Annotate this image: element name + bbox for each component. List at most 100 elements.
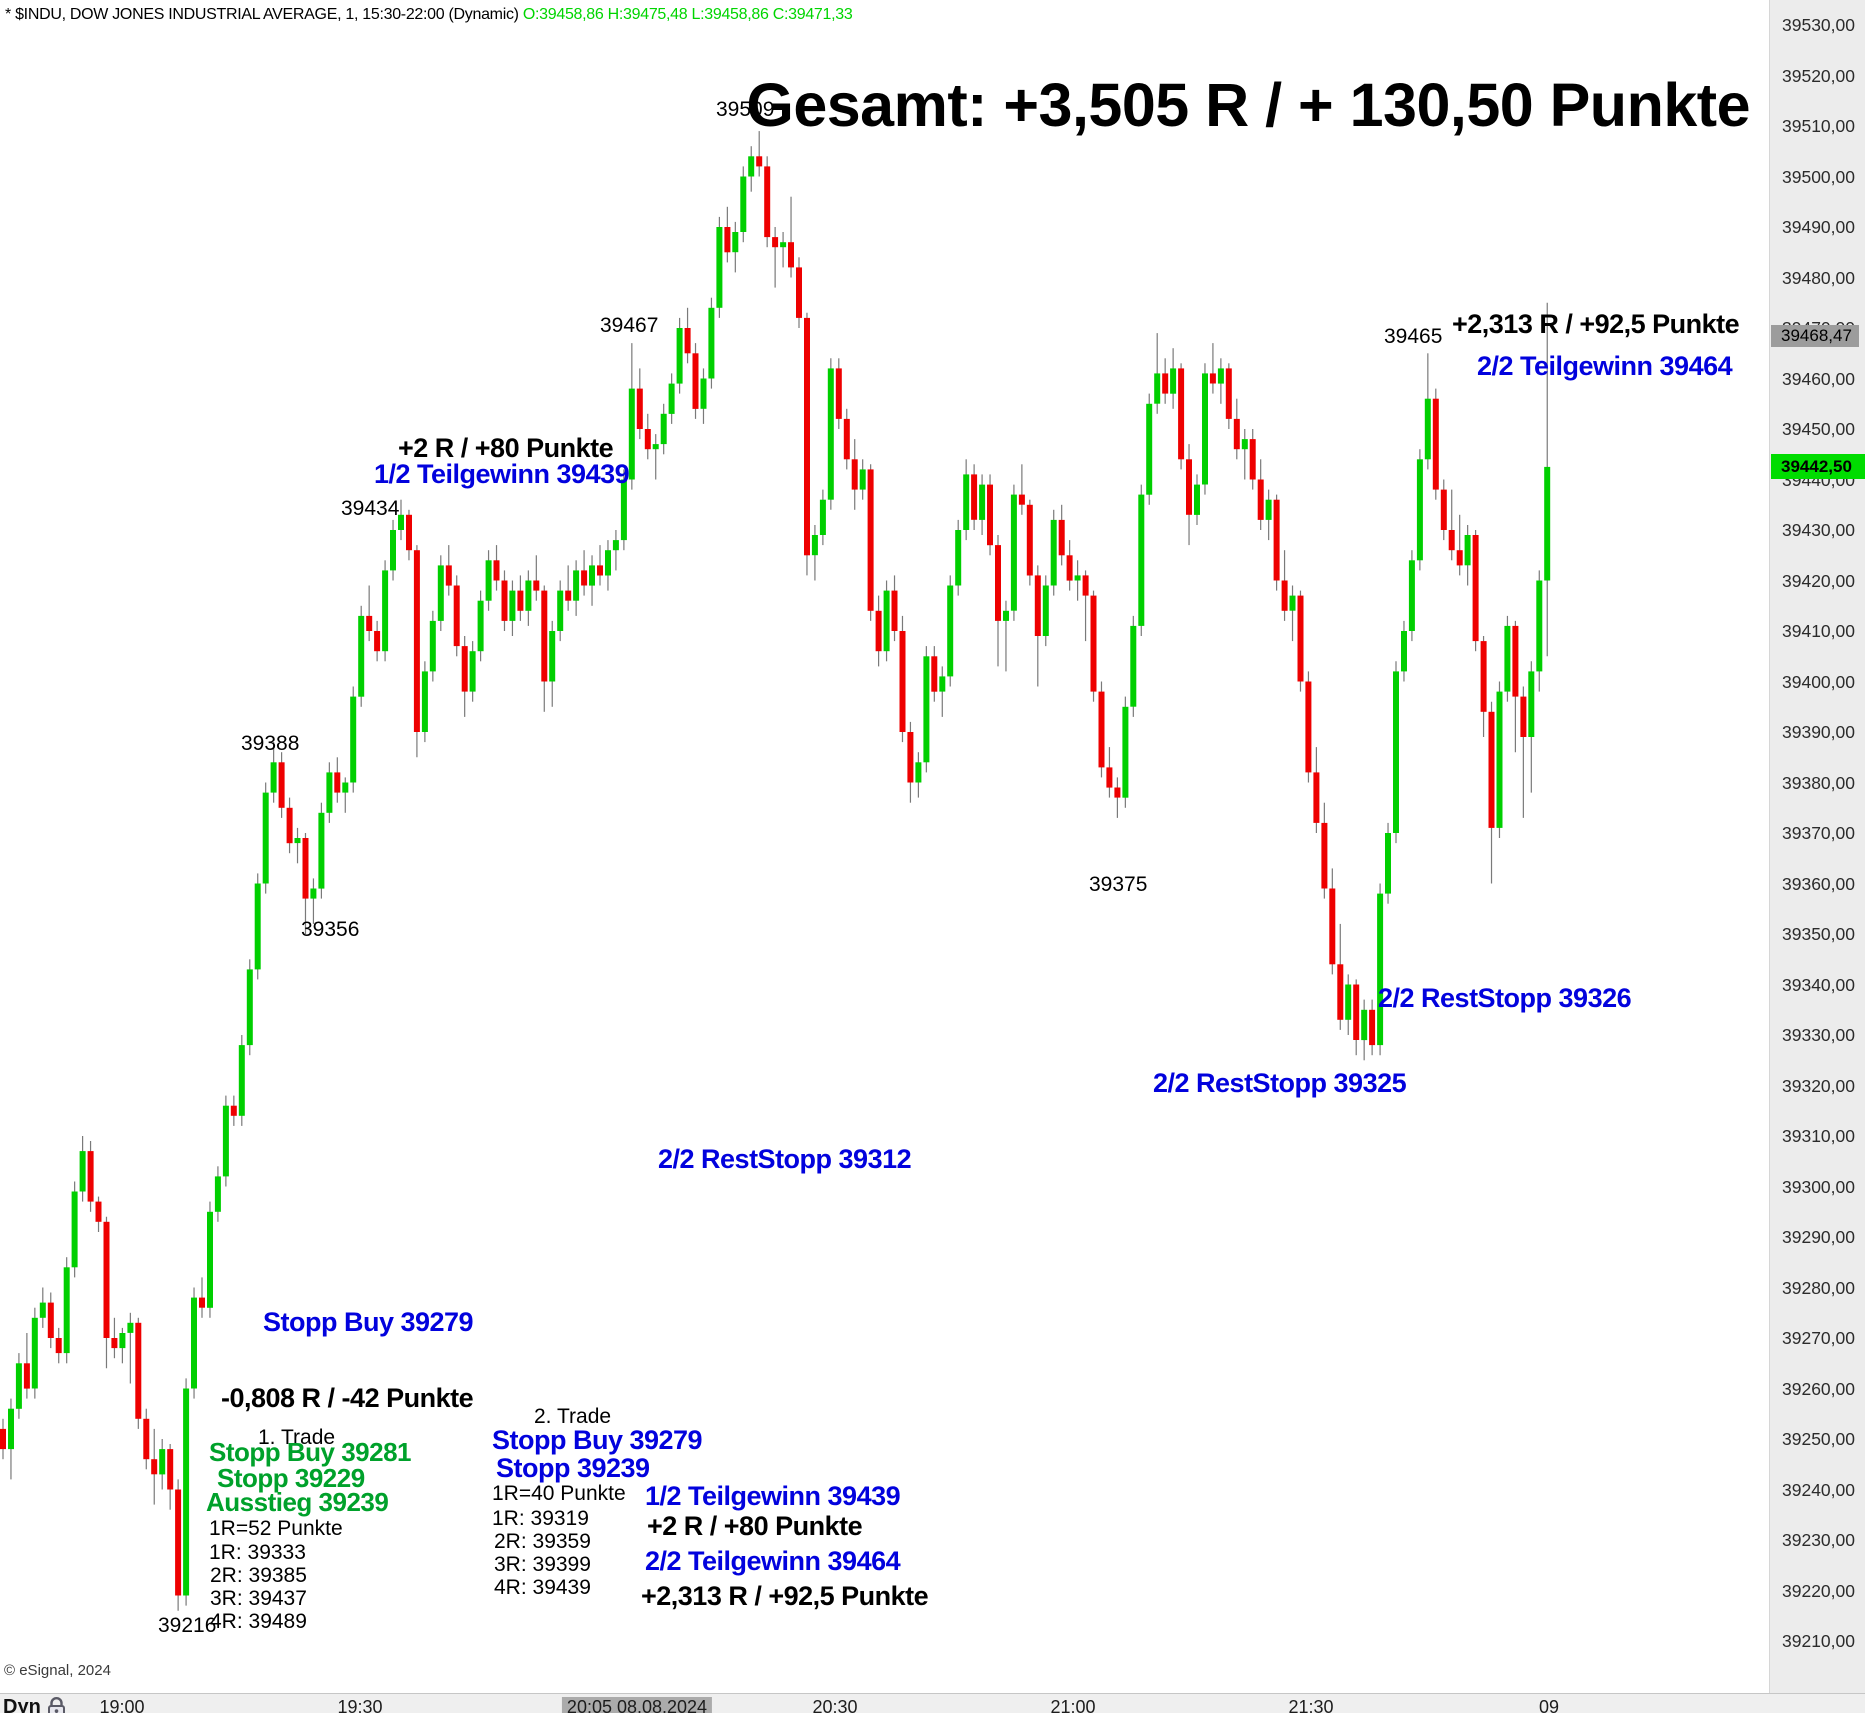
y-axis-label: 39270,00 — [1782, 1328, 1855, 1348]
candle — [1178, 363, 1185, 470]
candle — [867, 464, 874, 621]
swing-label-39216: 39216 — [158, 1614, 217, 1637]
candle — [565, 565, 572, 611]
candle — [119, 1327, 126, 1364]
candle — [222, 1095, 229, 1187]
candle — [214, 1166, 221, 1222]
y-axis-label: 39520,00 — [1782, 65, 1855, 86]
candle — [668, 373, 675, 424]
candle — [151, 1428, 158, 1505]
candle — [1520, 686, 1527, 818]
candle — [1480, 636, 1487, 737]
time-axis[interactable]: Dyn 19:00 19:30 20:05 08.08.2024 20:30 21:00… — [0, 1693, 1865, 1713]
candle — [358, 605, 365, 707]
dyn-mode-button[interactable]: Dyn — [3, 1696, 41, 1713]
candle — [270, 742, 277, 803]
candle — [732, 221, 739, 273]
candle — [1345, 974, 1352, 1035]
candle — [1536, 570, 1543, 692]
candle — [676, 317, 683, 394]
candle — [756, 131, 763, 177]
candle — [740, 166, 747, 243]
anno-plus2r: +2 R / +80 Punkte — [398, 433, 614, 463]
candle — [1003, 600, 1009, 672]
candle — [23, 1333, 30, 1399]
result-teilgewinn-39464: 2/2 Teilgewinn 39464 — [645, 1546, 901, 1576]
y-axis-label: 39430,00 — [1782, 520, 1855, 540]
candle — [1448, 489, 1455, 561]
anno-plus2313r: +2,313 R / +92,5 Punkte — [1452, 309, 1740, 339]
candle — [159, 1439, 166, 1490]
x-axis-label: 19:30 — [337, 1697, 383, 1713]
candle — [421, 661, 428, 743]
candle — [716, 216, 723, 318]
candle — [1098, 681, 1105, 778]
candle — [191, 1287, 197, 1399]
swing-label-39509: 39509 — [716, 98, 775, 121]
candle — [883, 580, 890, 662]
candle — [589, 555, 595, 606]
candle — [1170, 348, 1177, 409]
candle — [1416, 449, 1423, 571]
candle — [620, 469, 627, 551]
candle — [39, 1287, 46, 1328]
result-teilgewinn-39439: 1/2 Teilgewinn 39439 — [645, 1481, 901, 1511]
y-axis-label: 39400,00 — [1782, 671, 1855, 692]
y-axis-label: 39280,00 — [1782, 1277, 1855, 1298]
candle — [342, 777, 349, 813]
trade2-1r: 1R: 39319 — [492, 1507, 589, 1530]
candle — [406, 509, 412, 561]
candle — [167, 1444, 174, 1510]
candle — [413, 545, 420, 758]
candle — [1265, 489, 1272, 541]
price-axis[interactable]: 39468,47 39442,50 39530,00 39520,00 39510,… — [1769, 0, 1865, 1693]
candle — [899, 615, 906, 743]
anno-teilgewinn-39464: 2/2 Teilgewinn 39464 — [1477, 351, 1733, 381]
candle — [1018, 464, 1025, 515]
candle — [1154, 333, 1161, 414]
y-axis-label: 39250,00 — [1782, 1429, 1855, 1449]
candle — [1074, 560, 1081, 601]
candle — [1186, 444, 1192, 546]
candlestick-chart[interactable] — [0, 0, 1769, 1660]
candle — [1241, 429, 1248, 480]
candle — [915, 752, 922, 798]
candle — [788, 196, 794, 278]
y-axis-label: 39220,00 — [1782, 1580, 1855, 1601]
candle — [79, 1136, 86, 1202]
candle — [398, 499, 404, 541]
candle — [127, 1312, 134, 1384]
candle — [1408, 550, 1415, 642]
candle — [1194, 474, 1200, 525]
candle — [1440, 479, 1447, 541]
candle — [1464, 525, 1471, 586]
trade2-3r: 3R: 39399 — [494, 1553, 591, 1576]
trade1-stopp-buy: Stopp Buy 39281 — [209, 1437, 412, 1467]
candle — [557, 580, 564, 642]
candle — [1401, 620, 1407, 682]
candle — [1026, 499, 1033, 586]
swing-label-39465: 39465 — [1384, 325, 1443, 348]
candle — [700, 368, 707, 424]
candle — [485, 550, 492, 611]
y-axis-label: 39490,00 — [1782, 217, 1855, 237]
candle — [302, 833, 309, 934]
x-axis-label: 09 — [1538, 1697, 1560, 1713]
candle — [1034, 565, 1041, 687]
candle — [1361, 999, 1368, 1061]
candle — [143, 1408, 150, 1470]
y-axis-label: 39390,00 — [1782, 722, 1855, 742]
candle — [1162, 358, 1169, 404]
candle — [796, 257, 802, 328]
candle — [1313, 747, 1320, 833]
candle — [453, 575, 460, 657]
candle — [644, 413, 651, 460]
lock-icon[interactable] — [47, 1696, 66, 1713]
candle — [724, 206, 731, 263]
candle — [1249, 429, 1256, 490]
result-plus2r: +2 R / +80 Punkte — [647, 1511, 863, 1541]
candle — [907, 721, 914, 803]
candle — [318, 802, 325, 899]
candle — [612, 530, 619, 571]
swing-label-39375: 39375 — [1089, 873, 1148, 896]
